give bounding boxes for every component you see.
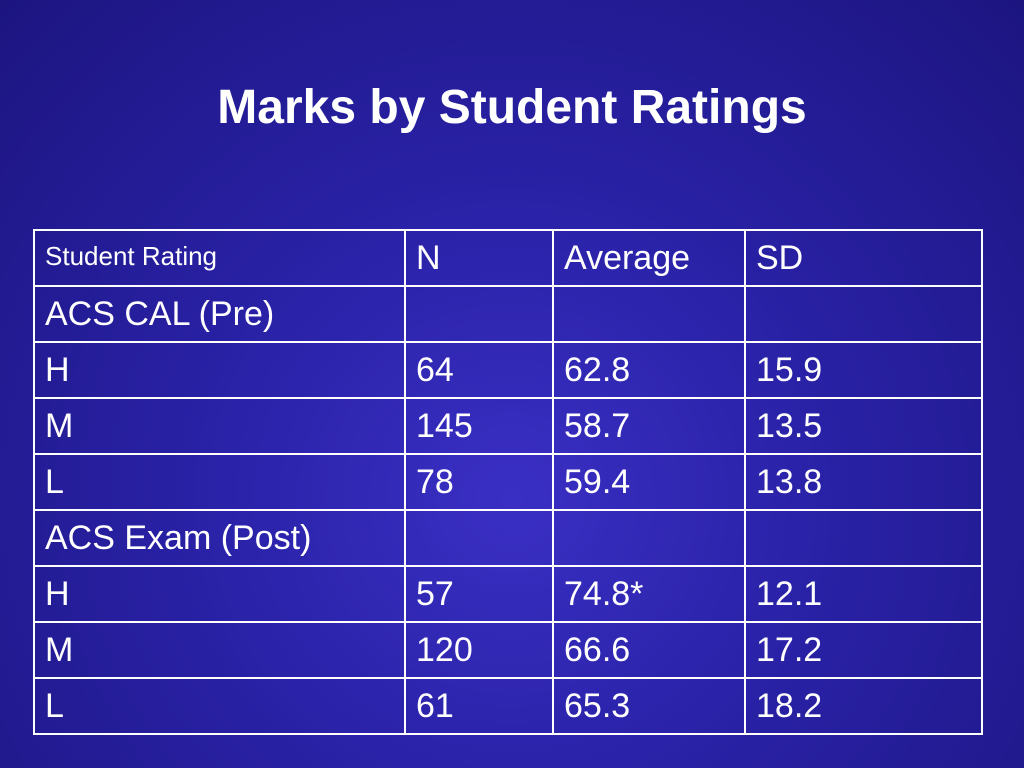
header-average: Average — [552, 229, 746, 287]
cell-average: 59.4 — [552, 453, 746, 511]
cell-sd — [744, 285, 983, 343]
cell-rating: ACS CAL (Pre) — [33, 285, 406, 343]
cell-sd: 13.8 — [744, 453, 983, 511]
cell-average: 66.6 — [552, 621, 746, 679]
cell-sd: 18.2 — [744, 677, 983, 735]
cell-rating: ACS Exam (Post) — [33, 509, 406, 567]
cell-n: 78 — [404, 453, 554, 511]
cell-sd: 13.5 — [744, 397, 983, 455]
table-row: ACS Exam (Post) — [33, 509, 983, 567]
cell-average — [552, 509, 746, 567]
table-row: L 61 65.3 18.2 — [33, 677, 983, 735]
slide-title: Marks by Student Ratings — [217, 81, 807, 134]
table-header-row: Student Rating N Average SD — [33, 229, 983, 287]
cell-sd: 12.1 — [744, 565, 983, 623]
cell-average: 74.8* — [552, 565, 746, 623]
cell-sd: 17.2 — [744, 621, 983, 679]
table-row: M 120 66.6 17.2 — [33, 621, 983, 679]
cell-average: 62.8 — [552, 341, 746, 399]
table-row: ACS CAL (Pre) — [33, 285, 983, 343]
cell-rating: M — [33, 621, 406, 679]
table-row: H 64 62.8 15.9 — [33, 341, 983, 399]
cell-n: 57 — [404, 565, 554, 623]
header-student-rating: Student Rating — [33, 229, 406, 287]
table-row: L 78 59.4 13.8 — [33, 453, 983, 511]
header-n: N — [404, 229, 554, 287]
cell-rating: H — [33, 565, 406, 623]
table-row: M 145 58.7 13.5 — [33, 397, 983, 455]
cell-sd — [744, 509, 983, 567]
cell-rating: L — [33, 453, 406, 511]
cell-average — [552, 285, 746, 343]
cell-rating: L — [33, 677, 406, 735]
cell-n: 64 — [404, 341, 554, 399]
cell-n: 120 — [404, 621, 554, 679]
table-row: H 57 74.8* 12.1 — [33, 565, 983, 623]
cell-n — [404, 285, 554, 343]
cell-rating: M — [33, 397, 406, 455]
cell-rating: H — [33, 341, 406, 399]
cell-average: 65.3 — [552, 677, 746, 735]
ratings-table: Student Rating N Average SD ACS CAL (Pre… — [33, 229, 983, 735]
cell-sd: 15.9 — [744, 341, 983, 399]
cell-n: 145 — [404, 397, 554, 455]
cell-n — [404, 509, 554, 567]
header-sd: SD — [744, 229, 983, 287]
cell-average: 58.7 — [552, 397, 746, 455]
cell-n: 61 — [404, 677, 554, 735]
